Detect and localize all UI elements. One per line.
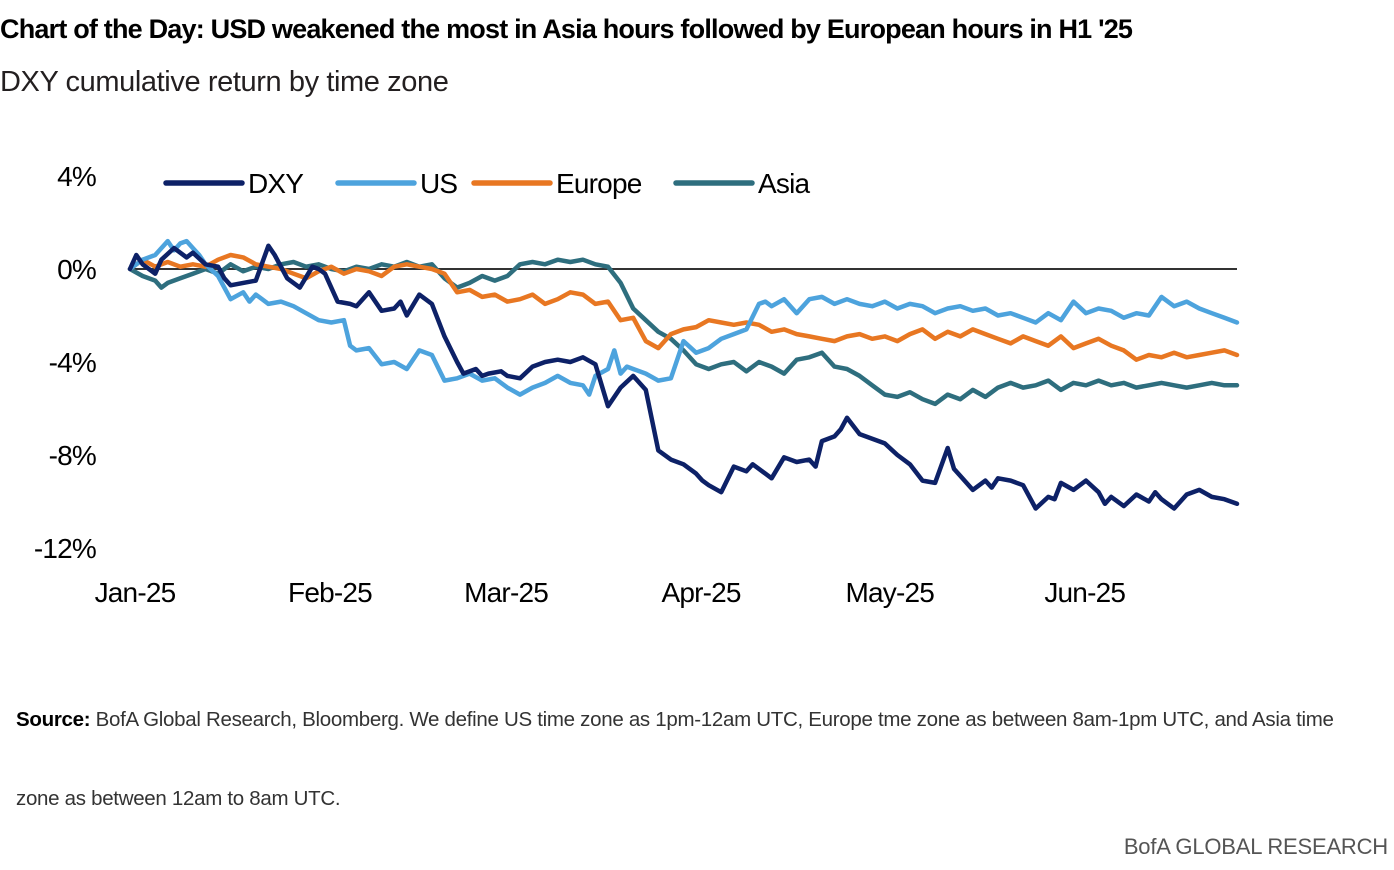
chart-title: Chart of the Day: USD weakened the most …: [0, 14, 1133, 44]
y-tick-label: -8%: [49, 440, 96, 471]
series-line-dxy: [127, 243, 1240, 511]
series-line-asia: [127, 257, 1240, 407]
x-tick-label: Feb-25: [288, 577, 372, 608]
series-line-europe: [127, 252, 1240, 362]
brand-footer: BofA GLOBAL RESEARCH: [1123, 834, 1388, 859]
x-tick-label: May-25: [845, 577, 934, 608]
chart-subtitle: DXY cumulative return by time zone: [0, 66, 449, 98]
source-note: Source: BofA Global Research, Bloomberg.…: [16, 680, 1376, 838]
x-tick-label: Mar-25: [464, 577, 548, 608]
series-line-us: [127, 238, 1240, 397]
source-text: BofA Global Research, Bloomberg. We defi…: [16, 708, 1334, 810]
source-label: Source:: [16, 708, 91, 731]
y-tick-label: 0%: [57, 254, 96, 285]
legend-label-us: US: [420, 168, 457, 199]
x-tick-label: Jun-25: [1044, 577, 1125, 608]
x-tick-label: Apr-25: [661, 577, 740, 608]
y-tick-label: -4%: [49, 347, 96, 378]
legend-label-europe: Europe: [556, 168, 642, 199]
y-tick-label: 4%: [57, 161, 96, 192]
legend-label-asia: Asia: [758, 168, 810, 199]
line-chart: 4% 0% -4% -8% -12% Jan-25 Feb-25 Mar-25 Apr-25 Ma…: [34, 161, 1240, 608]
x-tick-label: Jan-25: [95, 577, 176, 608]
y-tick-label: -12%: [34, 533, 96, 564]
legend-label-dxy: DXY: [248, 168, 304, 199]
